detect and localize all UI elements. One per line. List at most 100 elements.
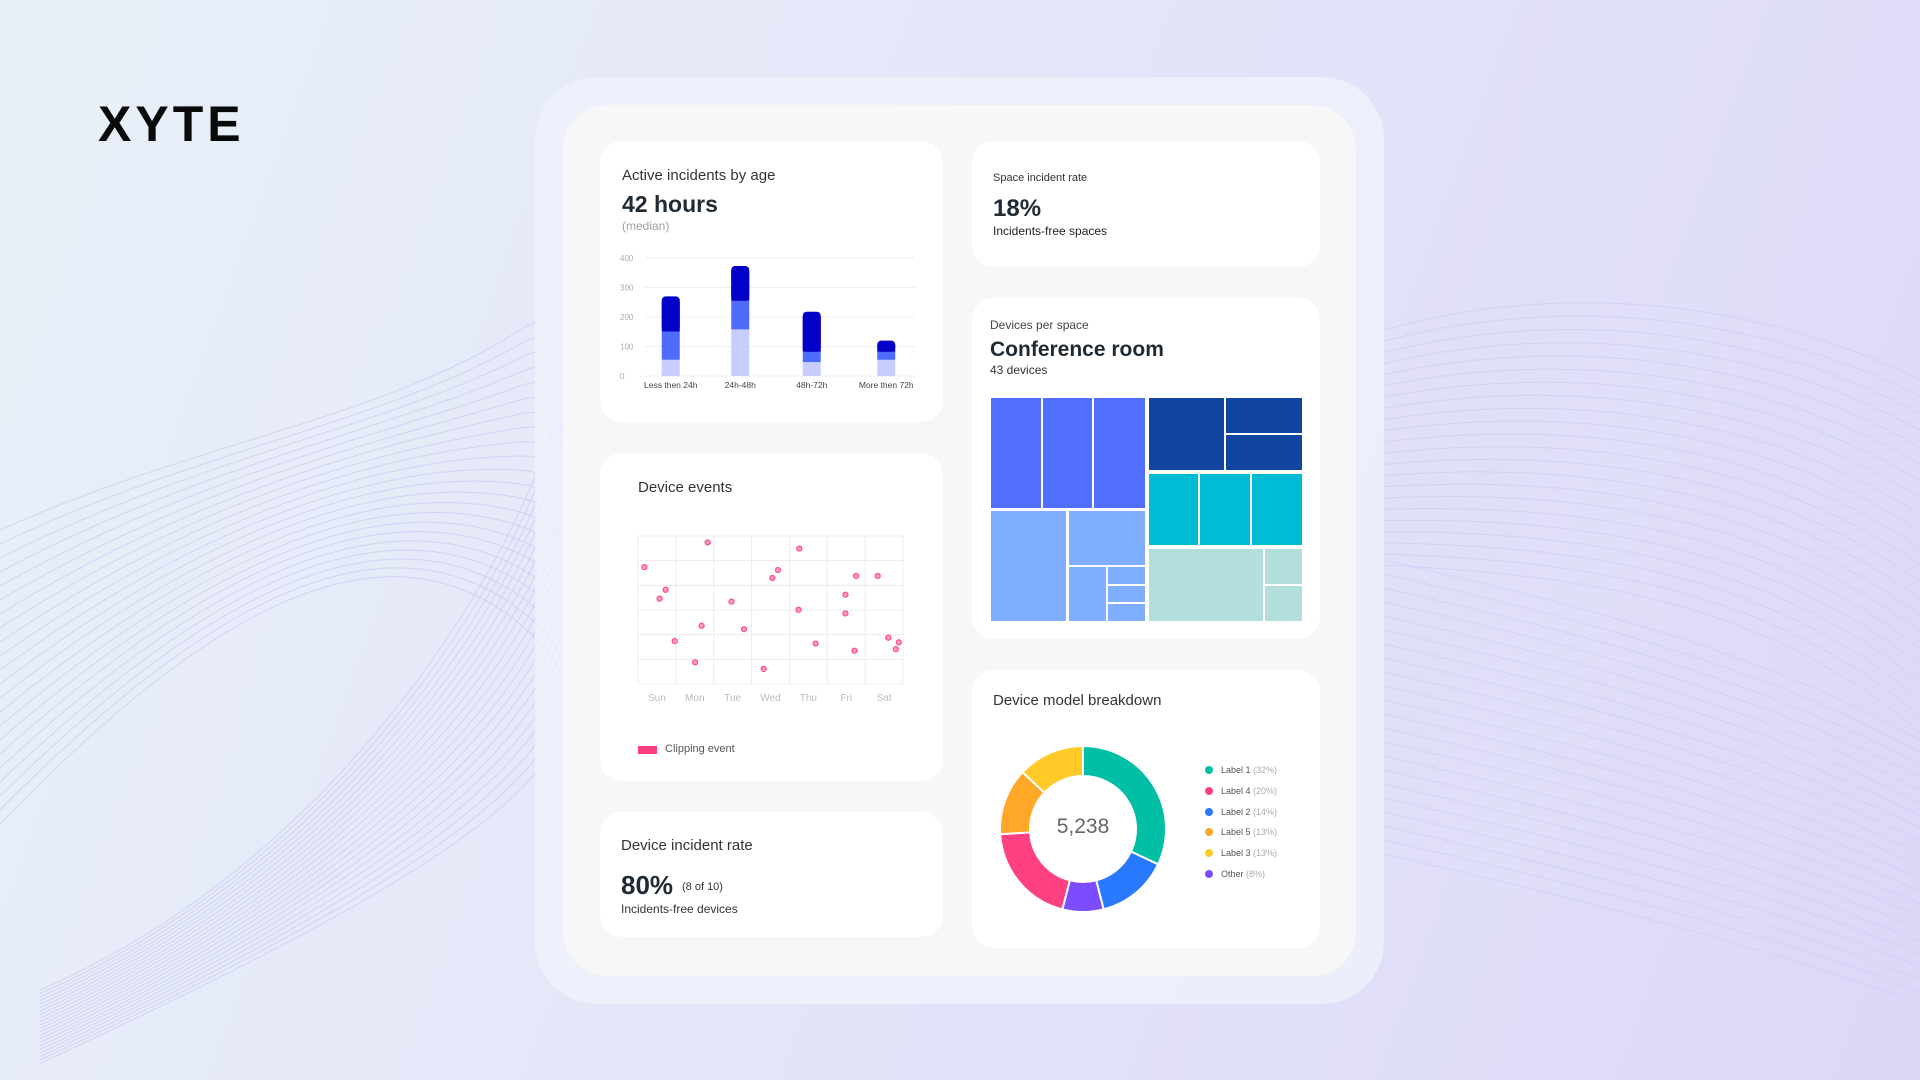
- legend-item: Label 3 (13%): [1205, 848, 1277, 858]
- wave-line: [1383, 727, 1920, 892]
- wave-line: [0, 558, 567, 1057]
- wave-line: [0, 512, 568, 1040]
- scatter-point: [769, 574, 776, 582]
- treemap-cell: [1147, 472, 1200, 547]
- legend-label: Label 4: [1221, 785, 1251, 796]
- xyte-logo: XYTE: [98, 96, 245, 152]
- wave-line: [1383, 713, 1920, 880]
- legend-percent: (14%): [1253, 806, 1278, 817]
- wave-line: [1383, 531, 1920, 683]
- scatter-point: [842, 591, 849, 598]
- wave-line: [1383, 542, 1920, 700]
- y-tick-label: 400: [620, 254, 634, 263]
- legend-label: Label 3: [1221, 848, 1251, 859]
- rate-caption: Incidents-free devices: [621, 902, 738, 916]
- scatter-point: [671, 637, 678, 645]
- wave-line: [1383, 685, 1920, 854]
- donut-slice: [1094, 850, 1160, 911]
- bar-segment: [802, 362, 821, 376]
- legend-label: Clipping event: [665, 743, 735, 755]
- wave-line: [1383, 507, 1920, 650]
- wave-line: [1383, 699, 1920, 867]
- incidents-bar-chart: 0 100 200 300 400 Less then 24h 24h-48h 48h-72h…: [620, 254, 915, 390]
- rate-value: 80%: [621, 870, 674, 900]
- legend-percent: (13%): [1253, 827, 1278, 838]
- donut-slice: [1021, 744, 1084, 795]
- scatter-point: [874, 572, 881, 580]
- wave-line: [1383, 394, 1920, 499]
- treemap-cell: [990, 510, 1068, 622]
- x-tick-label: Tue: [724, 693, 741, 704]
- x-tick-label: Sat: [877, 693, 892, 704]
- wave-line: [0, 576, 567, 1064]
- wave-line: [1383, 315, 1920, 398]
- legend-item: Other (8%): [1205, 869, 1265, 879]
- wave-line: [0, 397, 567, 1008]
- device-model-breakdown-card: Device model breakdown 5,238 Label 1 (32…: [972, 670, 1320, 948]
- wave-line: [0, 411, 567, 1012]
- y-tick-label: 100: [620, 343, 634, 352]
- wave-line: [1383, 559, 1920, 741]
- card-title: Device incident rate: [621, 837, 753, 854]
- devices-treemap: [990, 397, 1303, 622]
- wave-line: [1383, 825, 1920, 980]
- scatter-point: [774, 566, 782, 574]
- wave-line: [1383, 433, 1920, 549]
- scatter-point: [851, 647, 858, 654]
- legend-percent: (32%): [1253, 765, 1278, 775]
- treemap-cell: [990, 397, 1042, 509]
- median-note: (median): [622, 219, 670, 233]
- wave-line: [1383, 629, 1920, 804]
- legend-percent: (20%): [1253, 785, 1278, 796]
- median-value: 42 hours: [622, 191, 718, 217]
- card-label: Space incident rate: [993, 172, 1088, 184]
- x-tick-label: 48h-72h: [796, 380, 827, 390]
- scatter-point: [852, 572, 860, 580]
- scatter-point: [704, 539, 711, 546]
- legend-item: Label 5 (13%): [1205, 827, 1277, 837]
- wave-line: [0, 549, 568, 1054]
- wave-line: [0, 381, 567, 1005]
- bar-segment: [731, 329, 750, 376]
- wave-line: [1383, 657, 1920, 829]
- x-tick-label: Less then 24h: [644, 380, 698, 390]
- legend-percent: (8%): [1246, 869, 1266, 879]
- x-tick-label: 24h-48h: [725, 380, 756, 390]
- treemap-cell: [1067, 510, 1146, 566]
- card-label: Devices per space: [990, 318, 1089, 332]
- wave-line: [1383, 797, 1920, 955]
- y-tick-label: 200: [620, 313, 634, 322]
- wave-line: [1383, 471, 1920, 599]
- card-title: Active incidents by age: [622, 167, 776, 184]
- device-count: 43 devices: [990, 363, 1048, 377]
- donut-total: 5,238: [1056, 815, 1110, 838]
- rate-detail: (8 of 10): [682, 881, 723, 893]
- scatter-point: [641, 563, 648, 571]
- treemap-cell: [1106, 584, 1146, 604]
- wave-line: [1383, 573, 1920, 754]
- wave-line: [1383, 811, 1920, 968]
- treemap-cell: [1093, 397, 1146, 509]
- scatter-point: [812, 640, 819, 647]
- treemap-cell: [1106, 566, 1146, 585]
- legend-item: Label 1 (32%): [1205, 765, 1277, 775]
- wave-line: [1383, 342, 1920, 431]
- treemap-cell: [1225, 433, 1303, 471]
- legend-label: Other: [1221, 869, 1244, 879]
- scatter-point: [740, 626, 748, 633]
- wave-line: [1383, 495, 1920, 633]
- bar-segment: [731, 300, 750, 330]
- legend-label: Label 5: [1221, 827, 1251, 838]
- y-tick-label: 300: [620, 284, 634, 293]
- scatter-point: [885, 634, 892, 641]
- wave-line: [1383, 601, 1920, 779]
- legend-swatch: [638, 746, 657, 754]
- treemap-cell: [1067, 566, 1107, 622]
- y-tick-label: 0: [620, 372, 625, 381]
- card-title: Device events: [638, 479, 733, 496]
- legend-item: Label 4 (20%): [1205, 786, 1277, 796]
- scatter-point: [692, 659, 699, 666]
- treemap-cell: [1041, 397, 1094, 509]
- wave-line: [1383, 368, 1920, 465]
- bar-segment: [731, 270, 750, 301]
